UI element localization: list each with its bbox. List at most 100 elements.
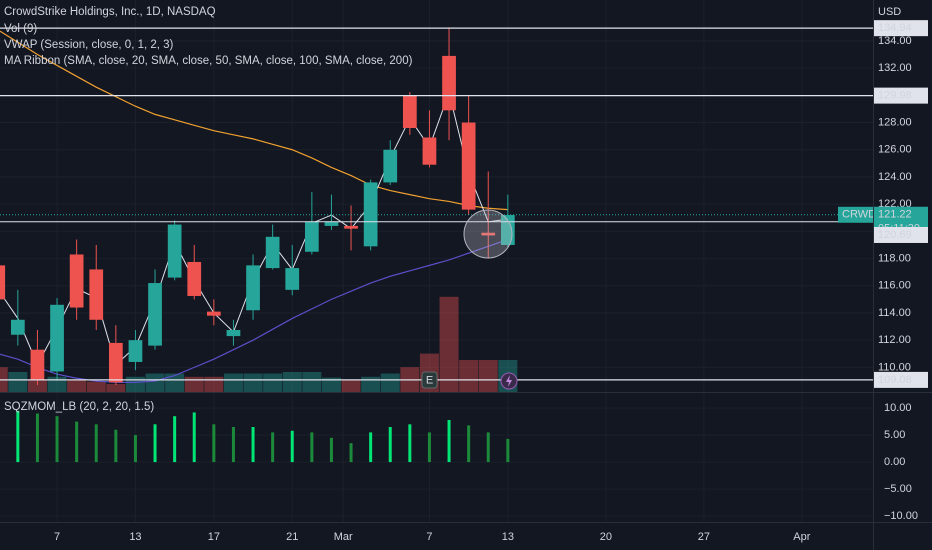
x-tick-label: 21 — [286, 531, 298, 543]
candle-body — [148, 283, 162, 346]
x-tick-label: 27 — [698, 531, 710, 543]
candle-body — [363, 182, 378, 247]
candle-body — [304, 221, 319, 252]
momentum-pane — [0, 393, 873, 522]
volume-bar — [282, 372, 302, 392]
volume-bar — [204, 376, 224, 392]
y-tick-label: −5.00 — [884, 483, 912, 495]
momentum-bar — [427, 432, 431, 463]
candle-body — [285, 268, 300, 290]
indicator-label: SQZMOM_LB (20, 2, 20, 1.5) — [4, 401, 154, 413]
volume-bar — [8, 372, 28, 392]
momentum-bar — [329, 437, 333, 463]
volume-bar — [361, 376, 381, 392]
volume-bar — [145, 373, 165, 392]
y-tick-label: 10.00 — [884, 402, 912, 414]
symbol-box — [838, 206, 873, 223]
y-tick-label: 110.00 — [878, 361, 911, 373]
x-tick-label: 7 — [426, 531, 432, 543]
y-tick-label: 128.00 — [878, 116, 912, 128]
momentum-bar — [251, 427, 255, 463]
volume-bar — [439, 296, 459, 392]
y-tick-label: −10.00 — [884, 510, 918, 522]
candle-body — [324, 221, 339, 226]
candle-body — [246, 265, 260, 311]
candle-body — [10, 319, 25, 335]
earnings-icon-text: E — [426, 374, 433, 386]
candle-body — [265, 236, 280, 269]
candle-body — [481, 232, 496, 236]
y-tick-label: 5.00 — [884, 429, 905, 441]
chart-title: CrowdStrike Holdings, Inc., 1D, NASDAQ — [4, 6, 216, 18]
y-tick-label: 112.00 — [878, 334, 911, 346]
y-tick-label: 124.00 — [878, 171, 912, 183]
volume-bar — [47, 376, 67, 392]
volume-bar — [125, 376, 145, 392]
x-tick-label: 13 — [502, 531, 514, 543]
level-label-box — [874, 371, 928, 388]
volume-bar — [106, 384, 126, 392]
volume-bar — [184, 376, 204, 392]
y-tick-label: 126.00 — [878, 144, 912, 156]
candle-body — [128, 340, 143, 362]
momentum-bar — [16, 410, 20, 463]
y-tick-label: 132.00 — [878, 62, 912, 74]
momentum-bar — [467, 425, 471, 463]
momentum-bar — [271, 432, 275, 463]
x-tick-label: Mar — [334, 531, 353, 543]
candle-body — [50, 304, 64, 372]
momentum-bar — [408, 424, 412, 463]
highlight — [463, 209, 513, 259]
momentum-bar — [75, 421, 79, 463]
x-tick-label: 13 — [129, 531, 141, 543]
ma-value-box — [874, 226, 928, 243]
candle-body — [383, 149, 398, 183]
momentum-bar — [447, 419, 451, 463]
currency-label: USD — [878, 6, 901, 18]
x-tick-label: 20 — [600, 531, 612, 543]
indicator-label: Vol (9) — [4, 23, 37, 35]
candle-body — [402, 95, 417, 128]
momentum-bar — [114, 429, 118, 463]
volume-bar — [478, 360, 498, 392]
candle-body — [442, 55, 456, 111]
momentum-bar — [153, 424, 157, 463]
y-tick-label: 0.00 — [884, 456, 905, 468]
candle-body — [226, 329, 241, 337]
momentum-bar — [35, 413, 39, 463]
volume-bar — [165, 373, 185, 392]
ma-value-label: 120.69 — [878, 229, 912, 241]
candle-body — [422, 137, 437, 165]
candle-body — [0, 265, 6, 300]
axes: 110.00112.00114.00116.00118.00120.00122.… — [54, 20, 928, 543]
volume-bar — [459, 360, 479, 392]
candle-body — [30, 349, 45, 380]
momentum-bar — [310, 432, 314, 463]
candle-body — [167, 224, 182, 278]
volume-bar — [380, 373, 400, 392]
volume-bar — [27, 380, 47, 392]
indicator-label: MA Ribbon (SMA, close, 20, SMA, close, 5… — [4, 55, 413, 67]
momentum-bar — [173, 416, 177, 463]
level-label: 134.94 — [878, 22, 912, 34]
symbol-label: CRWD — [842, 209, 876, 221]
candle-body — [108, 342, 123, 383]
momentum-bar — [486, 432, 490, 463]
level-label: 129.98 — [878, 90, 912, 102]
level-label: 109.08 — [878, 374, 912, 386]
momentum-bar — [94, 424, 98, 463]
x-tick-label: 17 — [208, 531, 220, 543]
volume-bar — [341, 380, 361, 392]
candle-body — [89, 269, 104, 320]
momentum-bar — [231, 427, 235, 463]
last-price-label: 121.22 — [878, 209, 912, 221]
candle-body — [344, 225, 358, 229]
indicator-label: VWAP (Session, close, 0, 1, 2, 3) — [4, 39, 174, 51]
volume-bar — [243, 373, 263, 392]
volume-bar — [223, 373, 243, 392]
event-icon-bolt — [506, 375, 512, 387]
momentum-bar — [55, 416, 59, 463]
momentum-bar — [192, 412, 196, 463]
volume-bar — [263, 373, 283, 392]
